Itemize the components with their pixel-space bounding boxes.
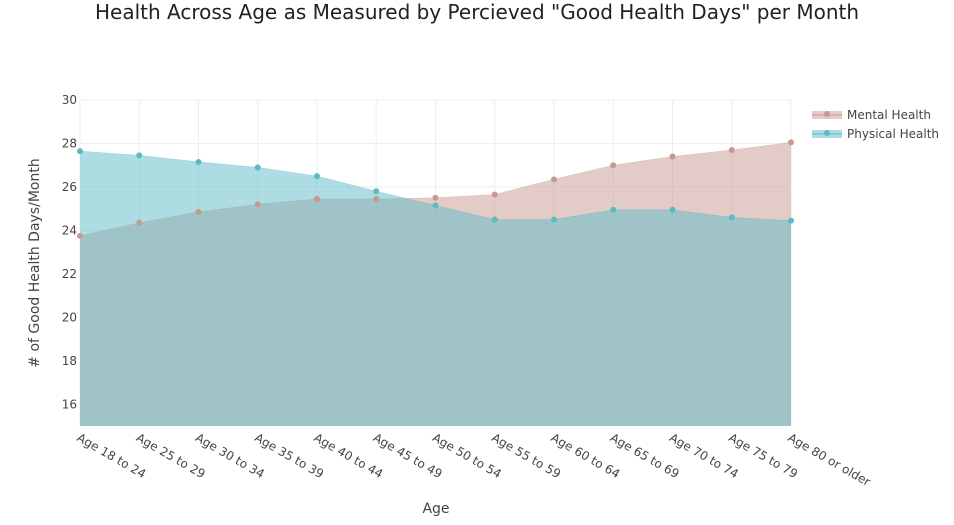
physical-health-point[interactable] <box>610 206 617 213</box>
y-axis-ticks: 16 18 20 22 24 26 28 30 <box>62 93 77 411</box>
physical-health-point[interactable] <box>728 214 735 221</box>
mental-health-point[interactable] <box>254 201 261 208</box>
mental-health-point[interactable] <box>373 195 380 202</box>
x-tick-label: Age 80 or older <box>786 430 873 489</box>
legend-marker <box>824 111 830 117</box>
y-tick-label: 28 <box>62 136 77 150</box>
y-tick-label: 22 <box>62 267 77 281</box>
physical-health-point[interactable] <box>77 148 83 155</box>
mental-health-point[interactable] <box>491 191 498 198</box>
mental-health-point[interactable] <box>551 176 557 183</box>
mental-health-point[interactable] <box>669 153 676 160</box>
y-tick-label: 20 <box>62 310 77 324</box>
physical-health-point[interactable] <box>551 216 557 223</box>
legend-marker <box>824 130 830 136</box>
y-tick-label: 26 <box>62 180 77 194</box>
legend[interactable]: Mental Health Physical Health <box>812 108 939 141</box>
series-markers <box>77 139 794 239</box>
mental-health-point[interactable] <box>195 208 202 215</box>
mental-health-point[interactable] <box>788 139 794 146</box>
mental-health-point[interactable] <box>136 219 143 226</box>
legend-label: Mental Health <box>847 108 931 122</box>
physical-health-point[interactable] <box>491 216 498 223</box>
mental-health-point[interactable] <box>432 194 439 201</box>
chart-title: Health Across Age as Measured by Perciev… <box>95 0 859 24</box>
physical-health-point[interactable] <box>136 152 143 159</box>
y-axis-title: # of Good Health Days/Month <box>27 158 43 367</box>
x-axis-title: Age <box>422 501 449 517</box>
physical-health-point[interactable] <box>195 158 202 165</box>
mental-health-point[interactable] <box>728 146 735 153</box>
physical-health-point[interactable] <box>254 164 261 171</box>
y-tick-label: 30 <box>62 93 77 107</box>
physical-health-point[interactable] <box>373 188 380 195</box>
y-tick-label: 24 <box>62 223 77 237</box>
y-tick-label: 16 <box>62 397 77 411</box>
physical-health-point[interactable] <box>788 217 794 224</box>
physical-health-point[interactable] <box>669 206 676 213</box>
legend-item-mental-health[interactable]: Mental Health <box>812 108 931 122</box>
physical-health-point[interactable] <box>314 173 320 180</box>
mental-health-point[interactable] <box>77 232 83 239</box>
physical-health-point[interactable] <box>432 202 439 209</box>
y-tick-label: 18 <box>62 354 77 368</box>
mental-health-point[interactable] <box>610 162 617 169</box>
legend-label: Physical Health <box>847 127 939 141</box>
mental-health-point[interactable] <box>314 195 320 202</box>
physical-health-area <box>80 151 791 426</box>
legend-item-physical-health[interactable]: Physical Health <box>812 127 939 141</box>
